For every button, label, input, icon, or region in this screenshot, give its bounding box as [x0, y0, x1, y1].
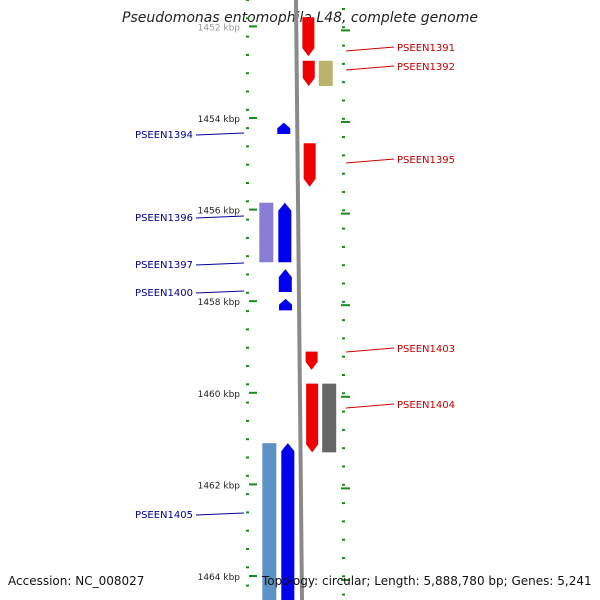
gene-features: [259, 17, 337, 600]
gene-label[interactable]: PSEEN1395: [397, 155, 455, 166]
gene-label[interactable]: PSEEN1392: [397, 62, 455, 73]
gene-arrow-pseen1403[interactable]: [305, 351, 318, 370]
feature-bar: [318, 60, 333, 86]
gene-label[interactable]: PSEEN1404: [397, 400, 455, 411]
genome-summary: Topology: circular; Length: 5,888,780 bp…: [262, 574, 592, 588]
gene-label-line: [345, 347, 395, 353]
gene-label[interactable]: PSEEN1391: [397, 43, 455, 54]
gene-label-line: [195, 215, 245, 219]
scale-labels: 1452 kbp 1454 kbp 1456 kbp 1458 kbp 1460 kbp…: [198, 23, 350, 583]
gene-label[interactable]: PSEEN1394: [135, 130, 193, 141]
gene-arrow-pseen1405[interactable]: [281, 443, 295, 600]
gene-label[interactable]: PSEEN1403: [397, 344, 455, 355]
gene-label-line: [195, 132, 245, 136]
gene-label-line: [345, 65, 395, 71]
scale-label: 1456 kbp: [198, 207, 241, 217]
gene-label-line: [345, 46, 395, 52]
scale-label: 1458 kbp: [198, 298, 241, 308]
gene-label-line: [195, 290, 245, 294]
gene-label[interactable]: PSEEN1396: [135, 213, 193, 224]
gene-arrow-pseen1395[interactable]: [303, 143, 316, 187]
gene-arrow-pseen1396[interactable]: [278, 202, 292, 263]
gene-arrow-pseen1397[interactable]: [278, 269, 292, 293]
gene-label[interactable]: PSEEN1400: [135, 288, 193, 299]
scale-label: 1452 kbp: [198, 23, 241, 33]
feature-bar: [259, 202, 274, 263]
gene-label-line: [195, 512, 245, 516]
scale-label: 1460 kbp: [198, 390, 241, 400]
gene-arrow-pseen1392[interactable]: [302, 60, 315, 86]
gene-label[interactable]: PSEEN1405: [135, 510, 193, 521]
feature-bar: [322, 383, 337, 453]
genome-backbone: [294, 0, 304, 600]
gene-label[interactable]: PSEEN1397: [135, 260, 193, 271]
scale-label: 1454 kbp: [198, 115, 241, 125]
gene-arrow-pseen1394[interactable]: [277, 122, 291, 135]
gene-arrow-pseen1400[interactable]: [279, 298, 293, 311]
gene-label-line: [345, 403, 395, 409]
backbone-line: [294, 0, 304, 600]
gene-arrow-pseen1404[interactable]: [306, 383, 319, 453]
gene-labels: PSEEN1391 PSEEN1392 PSEEN1395 PSEEN1403 PSEE…: [135, 43, 455, 521]
accession-label: Accession: NC_008027: [8, 574, 145, 588]
map-title: Pseudomonas entomophila L48, complete ge…: [122, 10, 478, 26]
scale-label: 1464 kbp: [198, 573, 241, 583]
gene-arrow-pseen1391[interactable]: [302, 17, 315, 57]
tick-marks: [246, 0, 345, 596]
gene-label-line: [195, 262, 245, 266]
feature-bar: [262, 443, 277, 600]
scale-label: 1462 kbp: [198, 481, 241, 491]
gene-label-line: [345, 158, 395, 164]
